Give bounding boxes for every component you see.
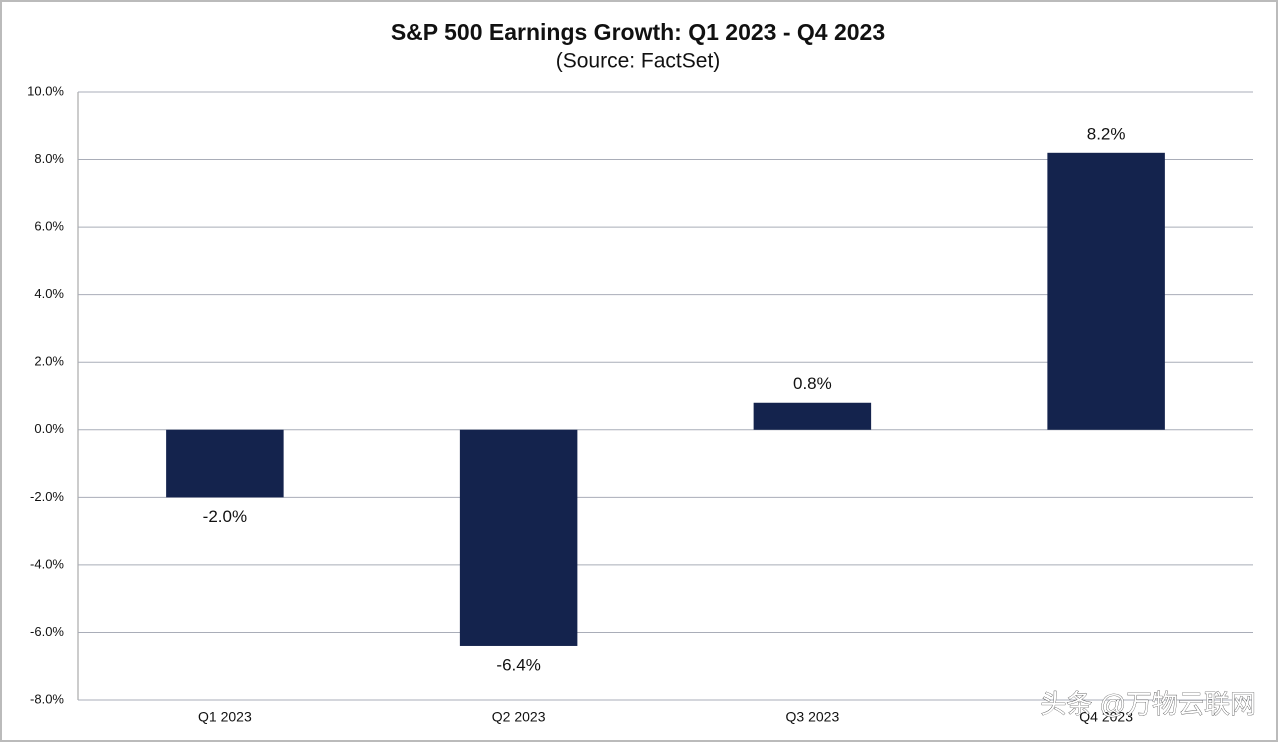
y-tick-label: 10.0% <box>27 83 64 98</box>
y-tick-label: 8.0% <box>34 151 64 166</box>
bar <box>753 402 872 430</box>
y-tick-label: 4.0% <box>34 286 64 301</box>
chart-title: S&P 500 Earnings Growth: Q1 2023 - Q4 20… <box>391 19 885 45</box>
value-label: -2.0% <box>203 507 247 526</box>
value-label: -6.4% <box>496 655 540 674</box>
x-tick-label: Q3 2023 <box>786 709 840 725</box>
bar <box>1047 152 1165 430</box>
y-tick-label: 2.0% <box>34 354 64 369</box>
y-tick-label: 6.0% <box>34 219 64 234</box>
bar <box>459 429 578 646</box>
y-tick-label: -6.0% <box>30 624 64 639</box>
watermark: 头条 @万物云联网 <box>1040 689 1256 719</box>
y-tick-label: -4.0% <box>30 556 64 571</box>
bar <box>166 429 284 498</box>
y-tick-label: -8.0% <box>30 691 64 706</box>
x-tick-label: Q4 2023 <box>1079 709 1133 725</box>
value-label: 0.8% <box>793 374 832 393</box>
y-tick-label: 0.0% <box>34 421 64 436</box>
y-tick-label: -2.0% <box>30 489 64 504</box>
x-tick-label: Q1 2023 <box>198 709 252 725</box>
x-tick-label: Q2 2023 <box>492 709 546 725</box>
chart-subtitle: (Source: FactSet) <box>556 50 721 73</box>
value-label: 8.2% <box>1087 124 1126 143</box>
